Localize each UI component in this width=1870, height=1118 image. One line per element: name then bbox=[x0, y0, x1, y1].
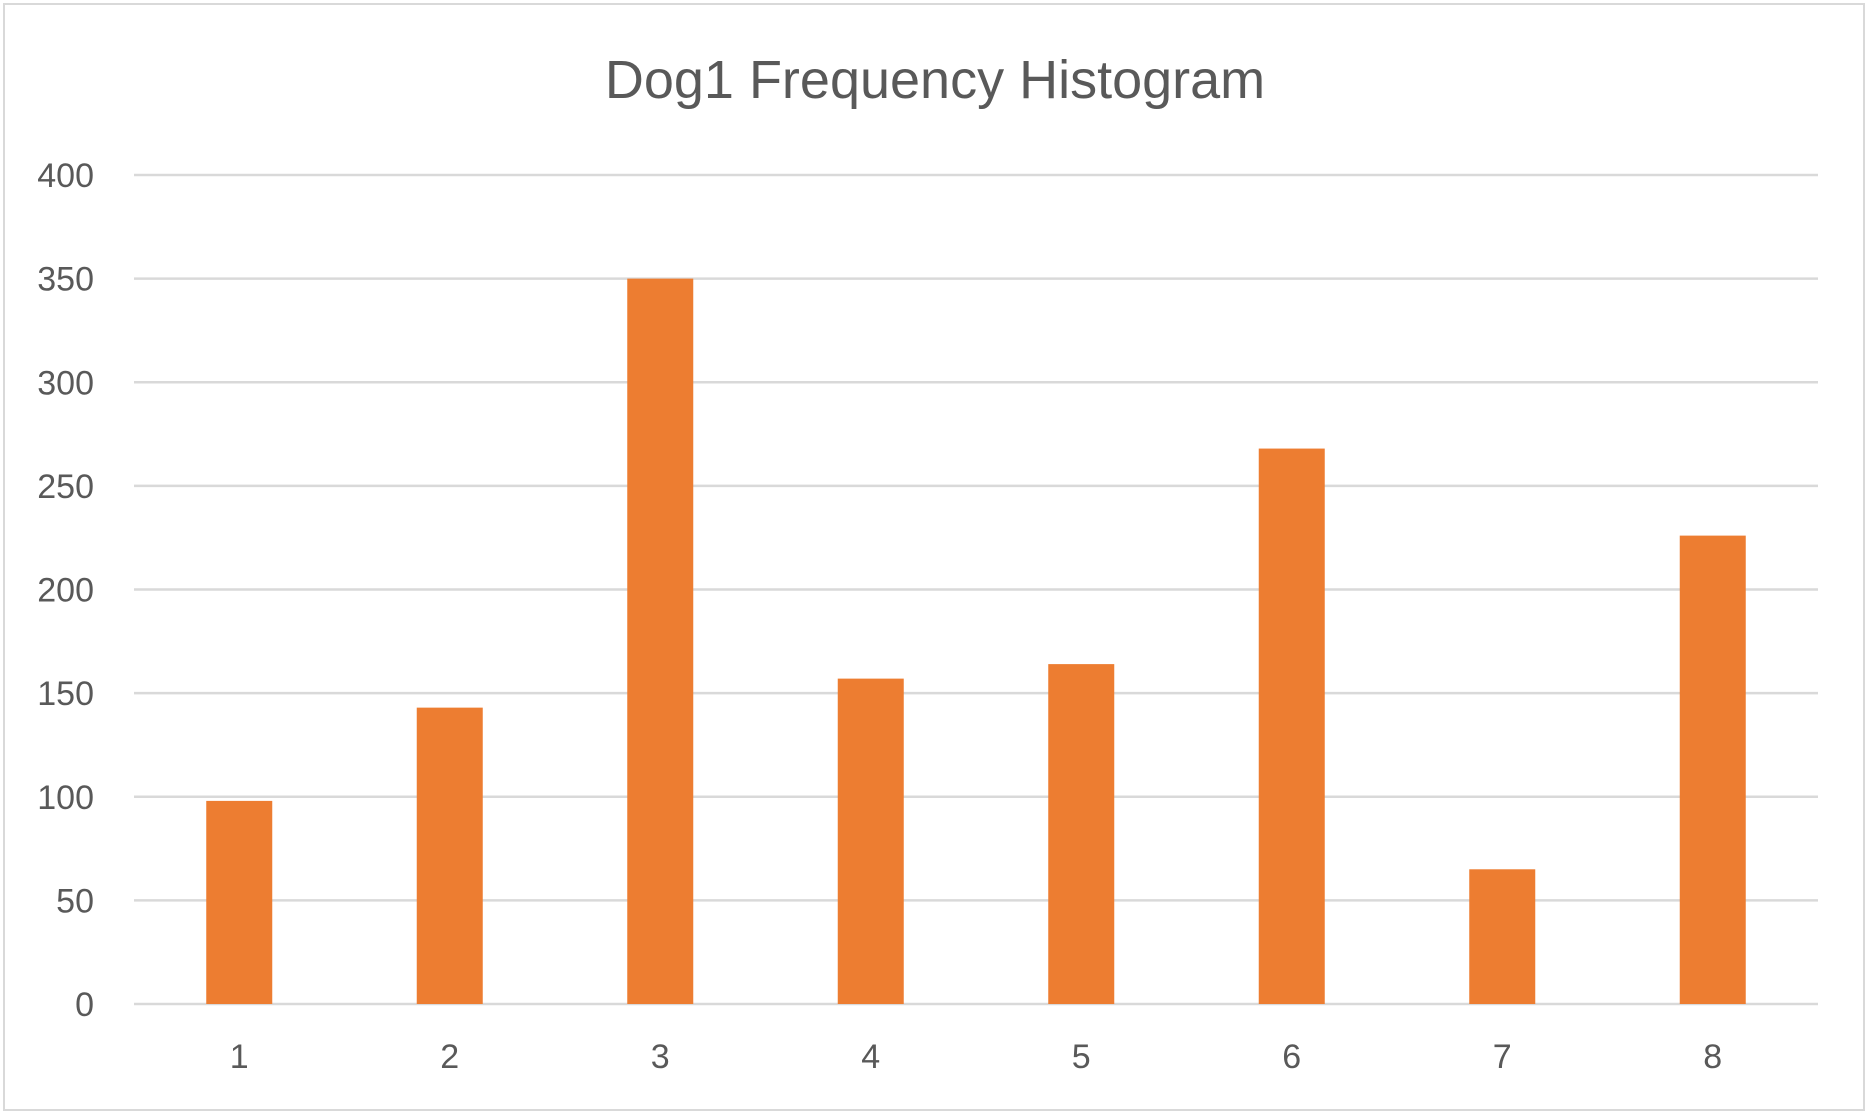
x-tick-label: 7 bbox=[1493, 1038, 1512, 1076]
y-tick-label: 300 bbox=[37, 364, 94, 402]
bars bbox=[206, 278, 1746, 1004]
x-tick-label: 6 bbox=[1282, 1038, 1301, 1076]
bar-5 bbox=[1048, 664, 1115, 1004]
y-tick-label: 0 bbox=[75, 986, 94, 1024]
chart-title: Dog1 Frequency Histogram bbox=[605, 50, 1265, 110]
bar-8 bbox=[1679, 535, 1746, 1004]
x-tick-label: 4 bbox=[861, 1038, 880, 1076]
bar-3 bbox=[627, 278, 694, 1004]
chart-frame bbox=[3, 3, 1865, 1111]
y-tick-label: 400 bbox=[37, 157, 94, 195]
gridlines bbox=[134, 173, 1818, 1006]
bar-6 bbox=[1258, 448, 1325, 1004]
y-tick-label: 150 bbox=[37, 675, 94, 713]
y-tick-label: 100 bbox=[37, 779, 94, 817]
y-tick-label: 250 bbox=[37, 468, 94, 506]
bar-1 bbox=[206, 800, 273, 1004]
y-axis-tick-labels: 0 50 100 150 200 250 300 350 400 bbox=[37, 157, 94, 1024]
y-tick-label: 50 bbox=[56, 882, 94, 920]
x-tick-label: 3 bbox=[651, 1038, 670, 1076]
bar-4 bbox=[837, 678, 904, 1004]
x-tick-label: 5 bbox=[1072, 1038, 1091, 1076]
y-tick-label: 350 bbox=[37, 261, 94, 299]
x-axis-tick-labels: 1 2 3 4 5 6 7 8 bbox=[230, 1038, 1722, 1076]
y-tick-label: 200 bbox=[37, 572, 94, 610]
x-tick-label: 1 bbox=[230, 1038, 249, 1076]
x-tick-label: 8 bbox=[1703, 1038, 1722, 1076]
bar-7 bbox=[1469, 869, 1536, 1004]
x-tick-label: 2 bbox=[440, 1038, 459, 1076]
bar-2 bbox=[416, 707, 483, 1004]
